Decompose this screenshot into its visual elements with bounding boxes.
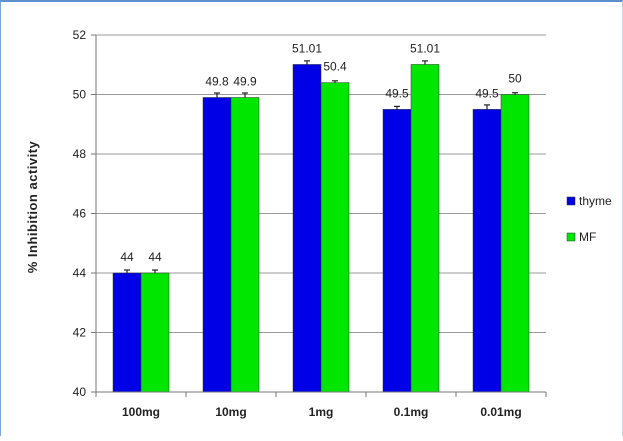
bar-mf-1mg — [320, 82, 350, 393]
legend-swatch-mf — [566, 232, 576, 242]
bar-thyme-0_1mg — [382, 109, 412, 393]
y-tick-label: 52 — [73, 28, 87, 42]
y-tick-label: 48 — [73, 147, 87, 161]
bar-thyme-10mg — [202, 97, 232, 393]
bar-thyme-100mg — [112, 272, 142, 393]
data-label: 50 — [508, 72, 522, 86]
data-label: 51.01 — [292, 41, 322, 55]
bar-mf-0_1mg — [410, 64, 440, 393]
y-tick-label: 42 — [73, 326, 87, 340]
data-label: 49.8 — [205, 74, 229, 88]
data-label: 50.4 — [323, 60, 347, 74]
x-tick-label: 0.01mg — [480, 405, 521, 419]
legend-swatch-thyme — [566, 196, 576, 206]
bar-thyme-1mg — [292, 64, 322, 393]
data-label: 49.5 — [385, 86, 409, 100]
data-label: 44 — [120, 250, 134, 264]
data-label: 49.5 — [475, 86, 499, 100]
data-label: 49.9 — [233, 74, 257, 88]
x-tick-label: 10mg — [215, 405, 246, 419]
x-tick-label: 1mg — [309, 405, 334, 419]
bar-thyme-0_01mg — [472, 109, 502, 393]
y-tick-label: 40 — [73, 385, 87, 399]
x-tick-label: 0.1mg — [394, 405, 429, 419]
data-label: 51.01 — [410, 41, 440, 55]
legend-label-thyme: thyme — [579, 194, 612, 208]
bar-mf-100mg — [140, 272, 170, 393]
data-label: 44 — [148, 250, 162, 264]
bar-mf-0_01mg — [500, 94, 530, 393]
y-axis-label: % Inhibition activity — [25, 140, 40, 273]
legend-label-mf: MF — [579, 230, 596, 244]
x-tick-label: 100mg — [122, 405, 160, 419]
y-tick-label: 44 — [73, 266, 87, 280]
y-tick-label: 46 — [73, 207, 87, 221]
bar-mf-10mg — [230, 97, 260, 393]
y-tick-label: 50 — [73, 88, 87, 102]
